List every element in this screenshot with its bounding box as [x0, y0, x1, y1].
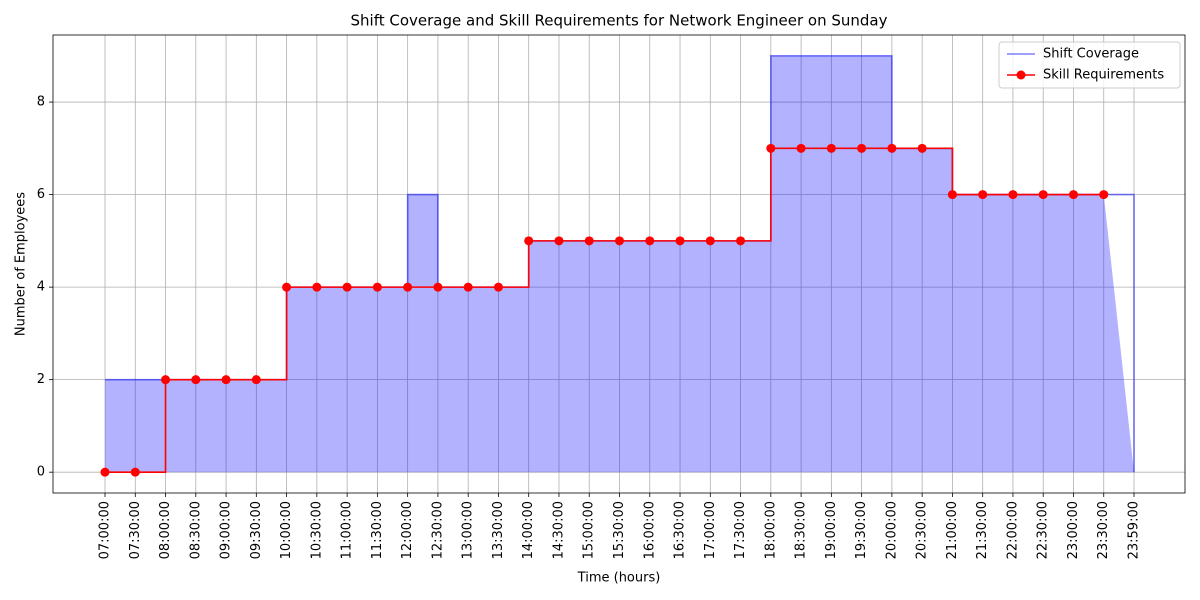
- x-tick-label: 10:00:00: [279, 501, 294, 559]
- x-tick-label: 20:30:00: [915, 501, 930, 559]
- x-tick-label: 22:30:00: [1036, 501, 1051, 559]
- marker: [403, 282, 413, 292]
- x-tick-label: 20:00:00: [884, 501, 899, 559]
- marker: [493, 282, 503, 292]
- marker: [584, 236, 594, 246]
- y-tick-label: 4: [37, 280, 45, 295]
- x-tick-label: 13:30:00: [491, 501, 506, 559]
- marker: [1068, 190, 1078, 200]
- marker: [675, 236, 685, 246]
- chart-title: Shift Coverage and Skill Requirements fo…: [351, 12, 888, 30]
- x-tick-label: 12:00:00: [400, 501, 415, 559]
- marker: [736, 236, 746, 246]
- marker: [221, 375, 231, 385]
- marker: [796, 143, 806, 153]
- marker: [191, 375, 201, 385]
- marker: [554, 236, 564, 246]
- axes-frame: [52, 34, 1186, 494]
- y-tick-label: 8: [37, 95, 45, 110]
- x-tick-label: 21:30:00: [975, 501, 990, 559]
- x-tick-label: 07:30:00: [128, 501, 143, 559]
- x-tick-label: 09:00:00: [219, 501, 234, 559]
- y-tick-label: 0: [37, 465, 45, 480]
- x-tick-label: 15:00:00: [582, 501, 597, 559]
- x-tick-label: 22:00:00: [1005, 501, 1020, 559]
- marker: [161, 375, 171, 385]
- marker: [100, 467, 110, 477]
- x-tick-label: 23:59:00: [1127, 501, 1142, 559]
- x-tick-label: 17:30:00: [733, 501, 748, 559]
- marker: [312, 282, 322, 292]
- marker: [645, 236, 655, 246]
- x-tick-label: 13:00:00: [461, 501, 476, 559]
- legend-box: [998, 41, 1181, 89]
- legend-label: Shift Coverage: [1043, 47, 1139, 62]
- marker: [1008, 190, 1018, 200]
- marker: [615, 236, 624, 246]
- marker: [130, 467, 140, 477]
- marker: [887, 143, 897, 153]
- marker: [433, 282, 443, 292]
- x-tick-label: 21:00:00: [945, 501, 960, 559]
- marker: [978, 190, 988, 200]
- marker: [372, 282, 382, 292]
- x-tick-label: 18:00:00: [763, 501, 778, 559]
- marker: [1099, 190, 1109, 200]
- marker: [524, 236, 534, 246]
- x-tick-label: 18:30:00: [794, 501, 809, 559]
- x-tick-label: 17:00:00: [703, 501, 718, 559]
- x-tick-label: 14:30:00: [551, 501, 566, 559]
- x-tick-label: 12:30:00: [430, 501, 445, 559]
- x-tick-label: 11:00:00: [340, 501, 355, 559]
- x-tick-label: 16:30:00: [673, 501, 688, 559]
- y-tick-label: 6: [37, 187, 45, 202]
- x-tick-label: 19:30:00: [854, 501, 869, 559]
- x-tick-label: 19:00:00: [824, 501, 839, 559]
- marker: [826, 143, 836, 153]
- marker: [251, 375, 261, 385]
- marker: [463, 282, 473, 292]
- x-tick-label: 23:00:00: [1066, 501, 1081, 559]
- marker: [857, 143, 867, 153]
- marker: [947, 190, 957, 200]
- marker: [766, 143, 776, 153]
- y-axis-label: Number of Employees: [14, 192, 29, 336]
- marker: [342, 282, 352, 292]
- x-axis-label: Time (hours): [577, 571, 661, 586]
- x-tick-label: 16:00:00: [642, 501, 657, 559]
- x-tick-label: 14:00:00: [521, 501, 536, 559]
- x-tick-label: 07:00:00: [98, 501, 113, 559]
- x-tick-label: 10:30:00: [309, 501, 324, 559]
- marker: [282, 282, 292, 292]
- x-tick-label: 09:30:00: [249, 501, 264, 559]
- x-tick-label: 08:00:00: [158, 501, 173, 559]
- legend-marker: [1016, 70, 1026, 80]
- marker: [917, 143, 927, 153]
- legend-label: Skill Requirements: [1043, 68, 1164, 83]
- area: [105, 55, 1134, 473]
- marker: [1038, 190, 1048, 200]
- marker: [705, 236, 715, 246]
- x-tick-label: 08:30:00: [188, 501, 203, 559]
- x-tick-label: 15:30:00: [612, 501, 627, 559]
- x-tick-label: 11:30:00: [370, 501, 385, 559]
- y-tick-label: 2: [37, 372, 45, 387]
- x-tick-label: 23:30:00: [1096, 501, 1111, 559]
